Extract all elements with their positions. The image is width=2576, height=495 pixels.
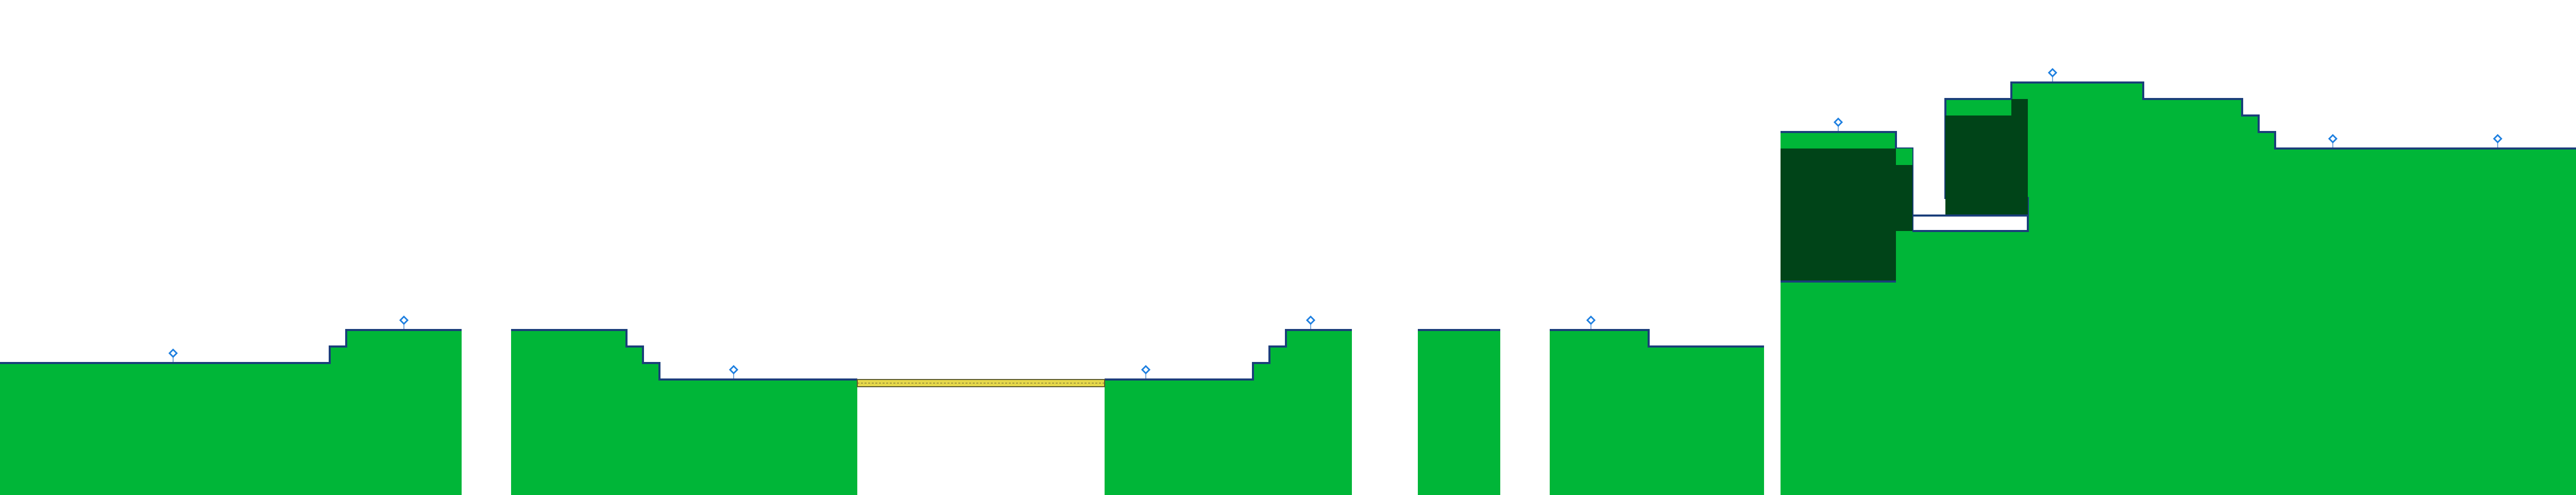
- marker-9: [2328, 134, 2338, 147]
- dark-block-1-step: [1896, 165, 1912, 231]
- dark-block-1: [1781, 148, 1896, 280]
- diamond-marker-icon: [2493, 134, 2503, 144]
- diamond-marker-icon: [728, 365, 739, 375]
- marker-2: [399, 315, 409, 329]
- hill-fill: [1896, 231, 1912, 280]
- diamond-marker-icon: [1586, 315, 1596, 325]
- diamond-marker-icon: [168, 348, 178, 358]
- marker-8: [2047, 68, 2058, 81]
- marker-5: [1306, 315, 1316, 329]
- marker-1: [168, 348, 178, 362]
- diamond-marker-icon: [2047, 68, 2058, 78]
- marker-7: [1833, 117, 1843, 131]
- ground-section-5: [1550, 330, 1764, 495]
- diamond-marker-icon: [399, 315, 409, 325]
- ground-section-3-edge: [1105, 329, 1352, 381]
- diamond-marker-icon: [1306, 315, 1316, 325]
- marker-4: [1141, 365, 1151, 378]
- diamond-marker-icon: [2328, 134, 2338, 144]
- dark-block-2-step: [2011, 99, 2028, 116]
- ground-section-1: [0, 330, 462, 495]
- hill-lip-1: [1896, 148, 1912, 165]
- ground-section-1-edge: [0, 329, 462, 364]
- ground-section-3: [1105, 330, 1352, 495]
- diamond-marker-icon: [1141, 365, 1151, 375]
- ground-section-2-edge: [511, 329, 857, 381]
- ground-section-2: [511, 330, 857, 495]
- marker-3: [728, 365, 739, 378]
- ground-section-4: [1418, 330, 1500, 495]
- dark-block-2: [1945, 116, 2028, 214]
- ground-section-6: [1781, 82, 2576, 495]
- diamond-marker-icon: [1833, 117, 1843, 127]
- marker-10: [2493, 134, 2503, 147]
- marker-6: [1586, 315, 1596, 329]
- ground-section-5-edge: [1550, 329, 1764, 348]
